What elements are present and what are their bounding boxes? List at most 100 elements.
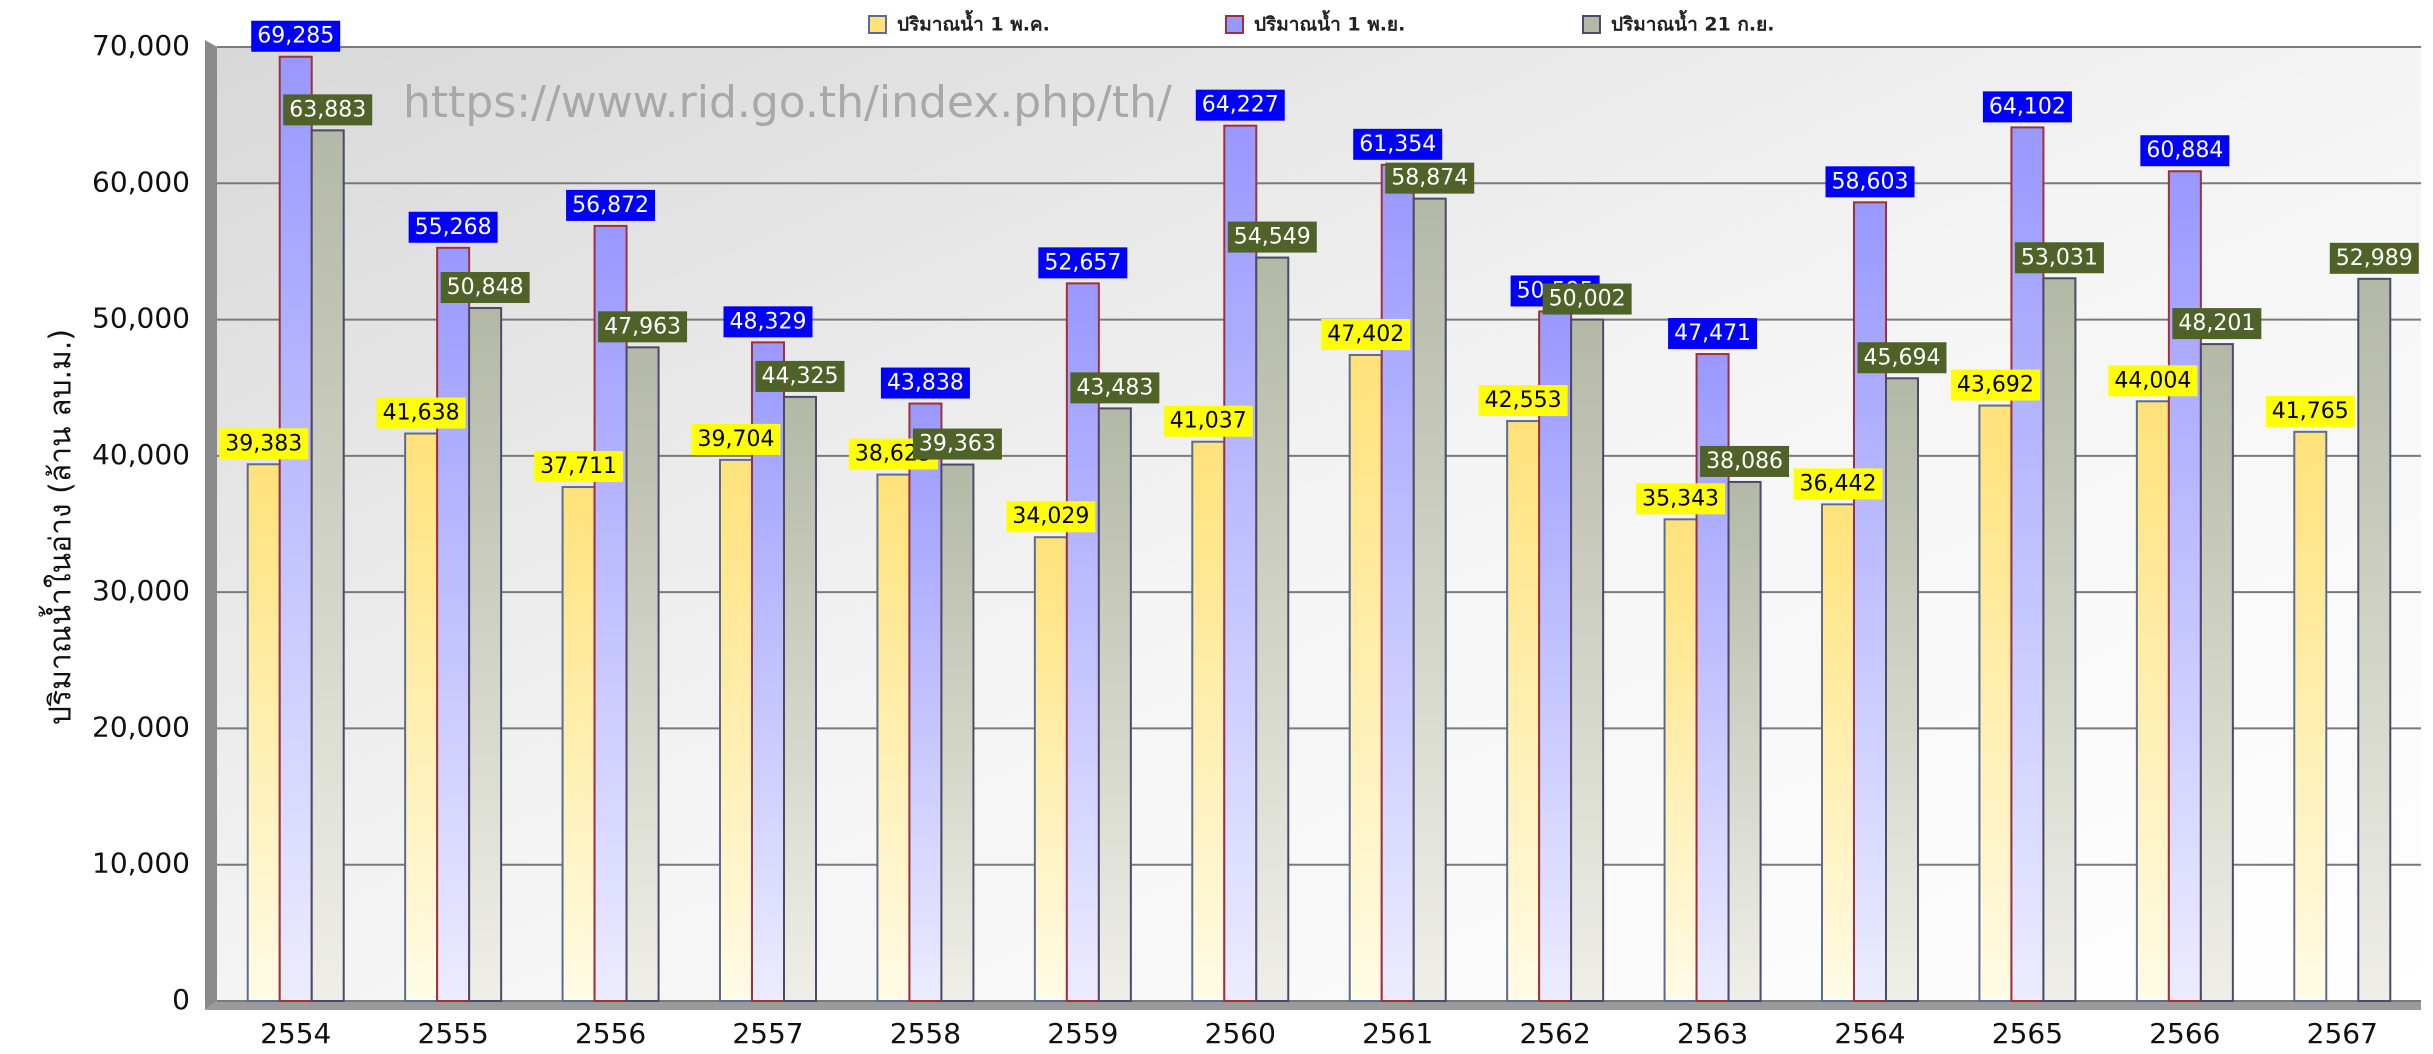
data-label: 35,343: [1636, 483, 1726, 515]
data-label-text: 55,268: [415, 215, 492, 240]
plot-area: [217, 47, 2421, 1001]
bar: [2135, 400, 2170, 1002]
data-label-text: 64,102: [1989, 94, 2066, 119]
data-label-bg: [566, 189, 656, 221]
x-tick-label: 2567: [2307, 1017, 2378, 1050]
bar: [2357, 277, 2392, 1002]
data-label-text: 41,638: [383, 401, 460, 426]
data-label: 55,268: [408, 211, 498, 243]
y-tick-label: 30,000: [92, 574, 190, 607]
x-tick-label: 2559: [1047, 1017, 1118, 1050]
data-label-text: 39,363: [919, 432, 996, 457]
bar: [1348, 353, 1383, 1002]
data-label-bg: [408, 211, 498, 243]
data-label-text: 37,711: [540, 454, 617, 479]
bar: [783, 395, 817, 1002]
data-label-text: 39,704: [698, 427, 775, 452]
bar: [1223, 124, 1258, 1003]
x-tick-label: 2566: [2149, 1017, 2220, 1050]
data-label: 47,402: [1321, 318, 1411, 350]
data-label: 60,884: [2140, 135, 2230, 167]
bar: [593, 224, 628, 1002]
data-label: 37,711: [534, 451, 624, 483]
data-label: 63,883: [283, 94, 373, 126]
data-label: 58,874: [1385, 162, 1475, 194]
x-tick-label: 2558: [890, 1017, 961, 1050]
data-label: 47,963: [598, 311, 688, 343]
data-label-bg: [1825, 166, 1915, 198]
data-label-text: 36,442: [1800, 471, 1877, 496]
data-label-text: 41,037: [1170, 409, 1247, 434]
legend-label: ปริมาณน้ำ 1 พ.ค.: [897, 10, 1050, 36]
axis-wall: [205, 40, 217, 1010]
data-label-bg: [1950, 369, 2040, 401]
data-label-text: 43,483: [1076, 375, 1153, 400]
x-tick-label: 2555: [418, 1017, 489, 1050]
data-label-bg: [1038, 247, 1128, 279]
y-tick-label: 40,000: [92, 438, 190, 471]
data-label: 64,227: [1195, 89, 1285, 121]
data-label-text: 47,963: [604, 314, 681, 339]
data-label: 44,004: [2108, 365, 2198, 397]
data-label-text: 47,402: [1327, 322, 1404, 347]
data-label-bg: [1195, 89, 1285, 121]
data-label: 53,031: [2014, 242, 2104, 274]
y-tick-label: 20,000: [92, 710, 190, 743]
x-tick-label: 2557: [732, 1017, 803, 1050]
data-label-text: 39,383: [225, 431, 302, 456]
bar: [1853, 201, 1887, 1002]
bar: [468, 307, 503, 1002]
data-label-bg: [1542, 283, 1632, 315]
x-tick-label: 2554: [260, 1017, 331, 1050]
data-label-text: 38,086: [1706, 449, 1783, 474]
x-tick-label: 2556: [575, 1017, 646, 1050]
data-label-bg: [1227, 221, 1317, 253]
bar: [436, 246, 471, 1002]
bar: [940, 463, 975, 1003]
data-label-text: 58,874: [1391, 166, 1468, 191]
data-label-text: 44,325: [762, 364, 839, 389]
data-label-bg: [1857, 342, 1947, 374]
y-tick-label: 50,000: [92, 302, 190, 335]
data-label-text: 54,549: [1234, 225, 1311, 250]
bar: [876, 473, 911, 1002]
data-label-text: 44,004: [2114, 368, 2191, 393]
data-label-bg: [251, 20, 341, 52]
data-label-bg: [691, 423, 781, 455]
bar: [1097, 407, 1132, 1002]
data-label: 56,872: [566, 189, 656, 221]
x-tick-label: 2563: [1677, 1017, 1748, 1050]
bar: [719, 458, 753, 1003]
bar: [908, 402, 943, 1003]
bar: [246, 463, 281, 1002]
legend-label: ปริมาณน้ำ 21 ก.ย.: [1611, 10, 1775, 36]
bar: [1380, 163, 1415, 1002]
legend-swatch: [1582, 15, 1601, 34]
data-label-text: 48,329: [730, 309, 807, 334]
bar: [310, 129, 345, 1002]
x-tick-label: 2565: [1992, 1017, 2063, 1050]
y-tick-label: 0: [172, 983, 190, 1016]
legend-label: ปริมาณน้ำ 1 พ.ย.: [1254, 10, 1405, 36]
data-label-bg: [1982, 91, 2072, 123]
legend-swatch: [1225, 15, 1244, 34]
data-label-bg: [1700, 445, 1790, 477]
data-label: 48,201: [2172, 308, 2262, 340]
data-label-bg: [598, 311, 688, 343]
bar: [2199, 343, 2234, 1002]
data-label-text: 50,002: [1549, 287, 1626, 312]
data-label-bg: [1070, 372, 1160, 404]
bar: [1570, 318, 1605, 1002]
data-label-bg: [1636, 483, 1726, 515]
data-label: 43,692: [1950, 369, 2040, 401]
bar: [404, 432, 439, 1002]
data-label-bg: [219, 428, 309, 460]
data-label-text: 63,883: [289, 97, 366, 122]
data-label-bg: [755, 360, 845, 392]
bar: [1978, 404, 2013, 1002]
data-label: 50,002: [1542, 283, 1632, 315]
data-label-text: 50,848: [447, 275, 524, 300]
y-axis-label: ปริมาณน้ำในอ่าง (ล้าน ลบ.ม.): [39, 329, 79, 725]
data-label-bg: [1793, 468, 1883, 500]
